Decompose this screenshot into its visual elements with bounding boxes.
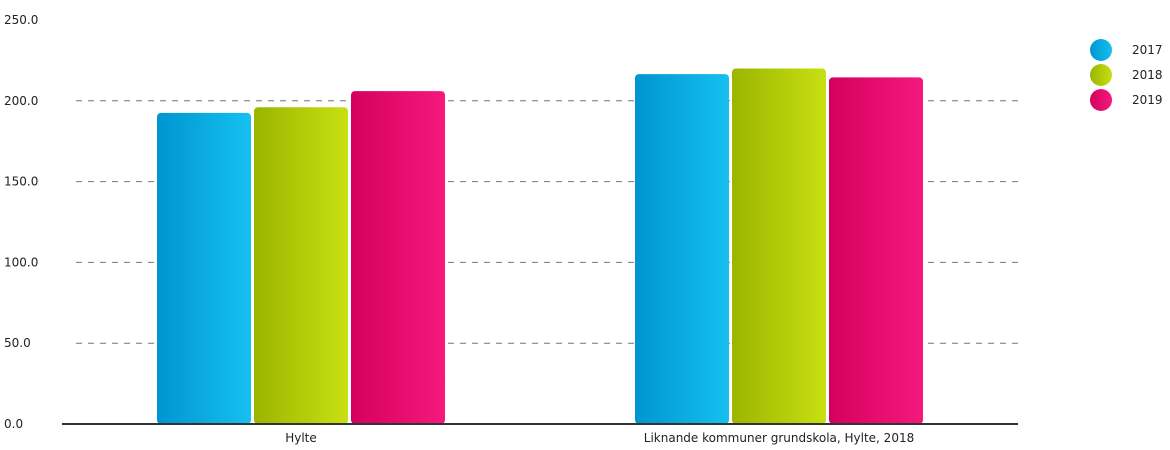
bar-2018-1[interactable] (732, 68, 826, 424)
bar-2019-0[interactable] (351, 91, 445, 424)
bar-2018-0[interactable] (254, 107, 348, 424)
y-tick-label: 200.0 (4, 94, 38, 108)
legend-swatch-2019 (1090, 89, 1112, 111)
category-label: Hylte (285, 431, 317, 445)
legend-swatch-2017 (1090, 39, 1112, 61)
y-axis-ticks: 0.0 50.0 100.0 150.0 200.0 250.0 (4, 13, 38, 431)
y-tick-label: 100.0 (4, 255, 38, 269)
y-tick-label: 50.0 (4, 336, 31, 350)
legend-label-2018: 2018 (1132, 68, 1163, 82)
bars (157, 68, 923, 425)
legend-label-2017: 2017 (1132, 43, 1163, 57)
legend: 2017 2018 2019 (1090, 39, 1163, 111)
legend-label-2019: 2019 (1132, 93, 1163, 107)
y-tick-label: 150.0 (4, 175, 38, 189)
y-tick-label: 0.0 (4, 417, 23, 431)
bar-2017-1[interactable] (635, 74, 729, 425)
bar-2017-0[interactable] (157, 112, 251, 425)
category-label: Liknande kommuner grundskola, Hylte, 201… (644, 431, 914, 445)
y-tick-label: 250.0 (4, 13, 38, 27)
legend-swatch-2018 (1090, 64, 1112, 86)
x-axis-categories: Hylte Liknande kommuner grundskola, Hylte… (285, 431, 914, 445)
bar-2019-1[interactable] (829, 77, 923, 425)
